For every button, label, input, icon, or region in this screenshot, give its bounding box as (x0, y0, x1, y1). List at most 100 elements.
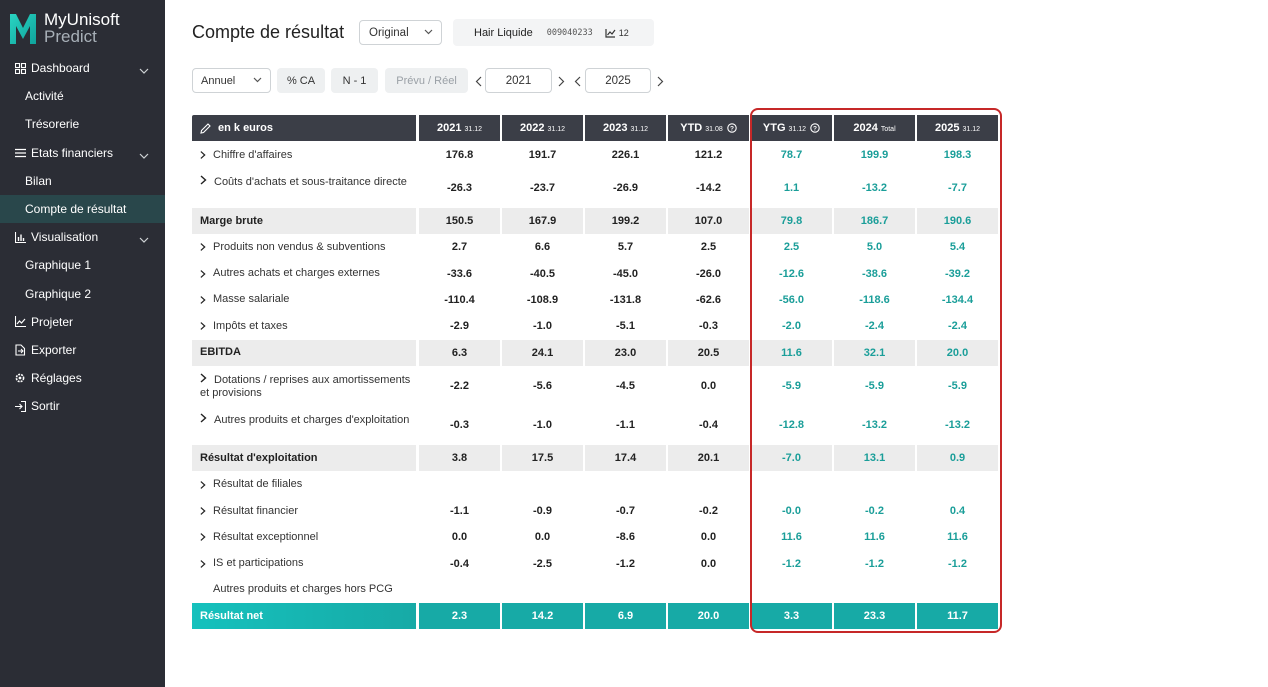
table-row[interactable]: IS et participations -0.4 -2.5 -1.2 0.0 -1.2 -… (192, 551, 998, 577)
chevron-right-icon[interactable] (192, 269, 206, 279)
sidebar-item-bilan[interactable]: Bilan (0, 167, 165, 195)
column-header[interactable]: 2023 31.12 (585, 115, 666, 141)
table-row[interactable]: Masse salariale -110.4 -108.9 -131.8 -62.6 -5… (192, 287, 998, 313)
row-label-text: Autres produits et charges d'exploitatio… (214, 413, 410, 426)
table-cell: -108.9 (526, 293, 559, 306)
income-statement-table: en k euros 2021 31.12 2022 31.12 2023 31.12 YTD… (192, 115, 998, 630)
table-cell: -0.3 (699, 320, 718, 333)
chevron-right-icon[interactable] (192, 559, 206, 569)
subtotal-row: Marge brute 150.5 167.9 199.2 107.0 79.8 186.7… (192, 208, 998, 235)
column-header[interactable]: 2024 Total (834, 115, 915, 141)
year-to-input[interactable]: 2025 (585, 68, 651, 93)
prevu-reel-button[interactable]: Prévu / Réel (385, 68, 468, 93)
table-cell: 20.5 (668, 339, 749, 366)
table-cell: -5.9 (782, 379, 801, 392)
column-header[interactable]: 2025 31.12 (917, 115, 998, 141)
sidebar-item-label: Compte de résultat (25, 202, 127, 217)
sidebar-item-reglages[interactable]: Réglages (0, 364, 165, 392)
table-cell: -2.5 (533, 557, 552, 570)
version-select[interactable]: Original (359, 20, 442, 45)
sidebar-item-dashboard[interactable]: Dashboard (0, 54, 165, 82)
table-row[interactable]: Impôts et taxes -2.9 -1.0 -5.1 -0.3 -2.0 -2.4 -… (192, 313, 998, 339)
sidebar-item-tresorerie[interactable]: Trésorerie (0, 110, 165, 138)
sidebar-item-etats-financiers[interactable]: Etats financiers (0, 139, 165, 167)
table-row[interactable]: Résultat financier -1.1 -0.9 -0.7 -0.2 -0.0 -0… (192, 498, 998, 524)
n-minus-1-button[interactable]: N - 1 (331, 68, 378, 93)
pencil-icon[interactable] (200, 122, 211, 134)
brand-logo[interactable]: MyUnisoft Predict (8, 10, 120, 46)
table-cell: 2.3 (419, 603, 500, 630)
chevron-down-icon[interactable] (139, 148, 149, 162)
row-label-text: Chiffre d'affaires (213, 148, 293, 161)
year-from-prev-arrow-icon[interactable] (473, 74, 483, 88)
table-cell: 186.7 (834, 208, 915, 235)
table-row[interactable]: Résultat exceptionnel 0.0 0.0 -8.6 0.0 11.6 11… (192, 524, 998, 550)
chevron-right-icon[interactable] (192, 532, 206, 542)
column-header-suffix: 31.12 (788, 125, 807, 133)
chevron-right-icon[interactable] (200, 373, 208, 383)
period-select-value: Annuel (201, 74, 236, 87)
row-label-text: Résultat de filiales (213, 478, 303, 491)
table-cell: 13.1 (834, 445, 915, 472)
chevron-down-icon[interactable] (139, 232, 149, 246)
column-header[interactable]: 2021 31.12 (419, 115, 500, 141)
table-row: Autres produits et charges hors PCG (192, 577, 998, 603)
table-row[interactable]: Chiffre d'affaires 176.8 191.7 226.1 121.2 78… (192, 142, 998, 168)
table-cell: 17.5 (502, 445, 583, 472)
period-select[interactable]: Annuel (192, 68, 271, 93)
table-cell: -1.0 (533, 320, 552, 333)
table-cell (751, 472, 832, 498)
sidebar-item-exporter[interactable]: Exporter (0, 336, 165, 364)
company-name: Hair Liquide (474, 26, 533, 39)
column-header[interactable]: YTD 31.08? (668, 115, 749, 141)
table-cell: 3.3 (751, 603, 832, 630)
sidebar-item-graphique-2[interactable]: Graphique 2 (0, 280, 165, 308)
table-cell (917, 577, 998, 603)
table-row[interactable]: Autres produits et charges d'exploitatio… (192, 406, 998, 446)
pct-ca-button[interactable]: % CA (277, 68, 325, 93)
chevron-right-icon[interactable] (192, 150, 206, 160)
chevron-right-icon[interactable] (192, 506, 206, 516)
chevron-right-icon[interactable] (200, 413, 208, 423)
info-icon[interactable]: ? (727, 123, 737, 133)
table-cell: -8.6 (616, 531, 635, 544)
sidebar-item-graphique-1[interactable]: Graphique 1 (0, 251, 165, 279)
sidebar-nav: Dashboard Activité Trésorerie Etats financi… (0, 54, 165, 420)
column-header[interactable]: YTG 31.12? (751, 115, 832, 141)
info-icon[interactable]: ? (810, 123, 820, 133)
table-cell: -5.9 (948, 379, 967, 392)
sidebar-item-visualisation[interactable]: Visualisation (0, 223, 165, 251)
table-cell: 11.6 (751, 339, 832, 366)
table-cell (751, 577, 832, 603)
column-header[interactable]: 2022 31.12 (502, 115, 583, 141)
chevron-down-icon (253, 77, 262, 83)
table-row[interactable]: Coûts d'achats et sous-traitance directe… (192, 168, 998, 208)
year-from-next-arrow-icon[interactable] (556, 74, 566, 88)
chevron-right-icon[interactable] (192, 480, 206, 490)
table-cell: 14.2 (502, 603, 583, 630)
table-row[interactable]: Résultat de filiales (192, 472, 998, 498)
chevron-right-icon[interactable] (192, 295, 206, 305)
table-row[interactable]: Dotations / reprises aux amortissements … (192, 366, 998, 406)
sidebar-item-projeter[interactable]: Projeter (0, 308, 165, 336)
chevron-right-icon[interactable] (200, 175, 208, 185)
sidebar-item-sortir[interactable]: Sortir (0, 392, 165, 420)
year-to-prev-arrow-icon[interactable] (572, 74, 582, 88)
year-from-input[interactable]: 2021 (485, 68, 552, 93)
sidebar: MyUnisoft Predict Dashboard Activité Tréso… (0, 0, 165, 687)
sidebar-item-label: Visualisation (31, 230, 99, 245)
row-label: Résultat exceptionnel (192, 524, 416, 550)
table-row[interactable]: Produits non vendus & subventions 2.7 6.6 5… (192, 234, 998, 260)
table-row[interactable]: Autres achats et charges externes -33.6 -4… (192, 261, 998, 287)
chevron-right-icon[interactable] (192, 242, 206, 252)
chevron-right-icon[interactable] (192, 321, 206, 331)
table-cell: -56.0 (778, 293, 805, 306)
chevron-down-icon[interactable] (139, 63, 149, 77)
table-cell: 20.0 (668, 603, 749, 630)
row-label: EBITDA (192, 339, 416, 366)
company-selector[interactable]: Hair Liquide 009040233 12 (453, 19, 654, 46)
sidebar-item-compte-de-resultat[interactable]: Compte de résultat (0, 194, 165, 224)
sidebar-item-activite[interactable]: Activité (0, 82, 165, 110)
year-to-next-arrow-icon[interactable] (655, 74, 665, 88)
table-cell: 11.6 (947, 531, 968, 544)
